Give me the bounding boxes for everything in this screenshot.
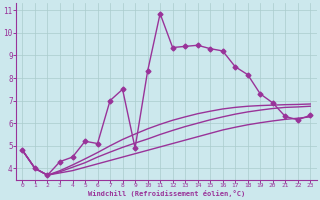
X-axis label: Windchill (Refroidissement éolien,°C): Windchill (Refroidissement éolien,°C) (88, 190, 245, 197)
